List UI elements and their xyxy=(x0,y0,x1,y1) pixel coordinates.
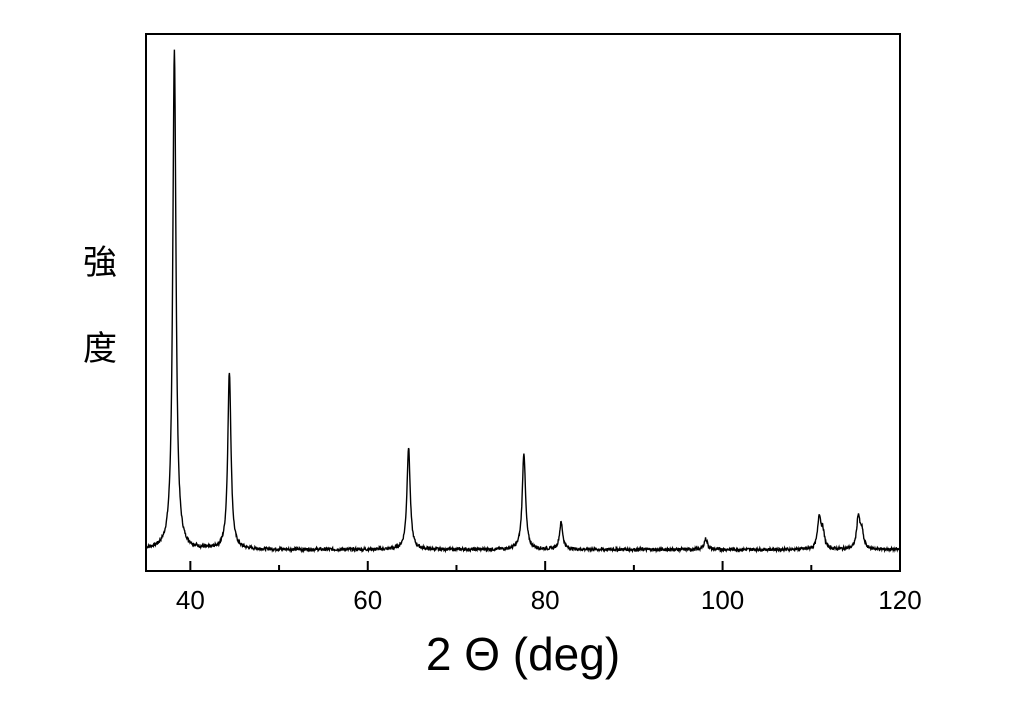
x-tick-label: 60 xyxy=(353,585,382,615)
x-tick-label: 100 xyxy=(701,585,744,615)
x-axis-tick-labels: 40 60 80 100 120 xyxy=(176,585,922,615)
y-axis-label-char-2: 度 xyxy=(83,329,117,369)
x-tick-label: 120 xyxy=(878,585,921,615)
plot-frame xyxy=(145,33,901,572)
series-line xyxy=(145,49,901,554)
x-axis-label: 2 Θ (deg) xyxy=(426,628,620,680)
x-tick-label: 80 xyxy=(531,585,560,615)
y-axis-label-char-1: 強 xyxy=(83,243,117,283)
x-tick-label: 40 xyxy=(176,585,205,615)
x-axis-ticks xyxy=(189,561,901,571)
